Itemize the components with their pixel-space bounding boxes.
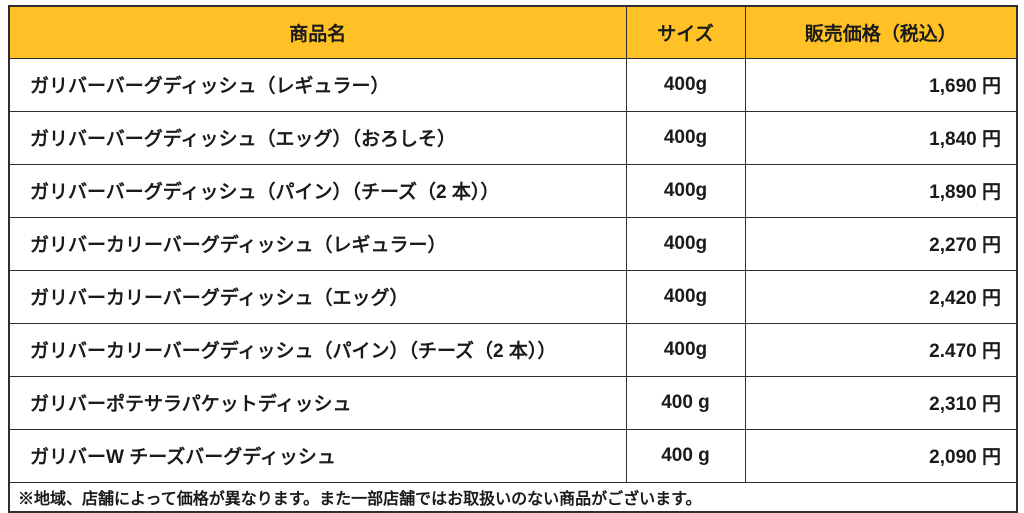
table-row: ガリバーバーグディッシュ（パイン）（チーズ（2 本）） 400g 1,890 円	[8, 163, 1018, 218]
table-row: ガリバーポテサラパケットディッシュ 400 g 2,310 円	[8, 375, 1018, 430]
size-cell: 400g	[625, 57, 746, 112]
product-name-cell: ガリバーカリーバーグディッシュ（レギュラー）	[8, 216, 627, 271]
product-name-cell: ガリバーバーグディッシュ（エッグ）（おろしそ）	[8, 110, 627, 165]
product-name-cell: ガリバーポテサラパケットディッシュ	[8, 375, 627, 430]
price-cell: 1,840 円	[744, 110, 1018, 165]
product-name-cell: ガリバーバーグディッシュ（レギュラー）	[8, 57, 627, 112]
product-name-cell: ガリバーW チーズバーグディッシュ	[8, 428, 627, 483]
size-cell: 400g	[625, 110, 746, 165]
table-row: ガリバーバーグディッシュ（エッグ）（おろしそ） 400g 1,840 円	[8, 110, 1018, 165]
product-rows: ガリバーバーグディッシュ（レギュラー） 400g 1,690 円ガリバーバーグディッ…	[8, 57, 1018, 483]
price-table: 商品名 サイズ 販売価格（税込） ガリバーバーグディッシュ（レギュラー） 400g…	[8, 5, 1018, 513]
table-row: ガリバーカリーバーグディッシュ（レギュラー） 400g 2,270 円	[8, 216, 1018, 271]
size-cell: 400 g	[625, 375, 746, 430]
footnote-text: ※地域、店舗によって価格が異なります。また一部店舗ではお取扱いのない商品がござい…	[8, 481, 1018, 512]
size-cell: 400g	[625, 216, 746, 271]
product-name-cell: ガリバーカリーバーグディッシュ（エッグ）	[8, 269, 627, 324]
table-row: ガリバーカリーバーグディッシュ（パイン）（チーズ（2 本）） 400g 2.470 …	[8, 322, 1018, 377]
size-cell: 400 g	[625, 428, 746, 483]
size-cell: 400g	[625, 322, 746, 377]
footnote-row: ※地域、店舗によって価格が異なります。また一部店舗ではお取扱いのない商品がござい…	[8, 481, 1018, 512]
header-size: サイズ	[625, 5, 746, 59]
header-product-name: 商品名	[8, 5, 627, 59]
price-cell: 1,890 円	[744, 163, 1018, 218]
table-row: ガリバーバーグディッシュ（レギュラー） 400g 1,690 円	[8, 57, 1018, 112]
product-name-cell: ガリバーバーグディッシュ（パイン）（チーズ（2 本））	[8, 163, 627, 218]
table-header-row: 商品名 サイズ 販売価格（税込）	[8, 5, 1018, 59]
table-row: ガリバーカリーバーグディッシュ（エッグ） 400g 2,420 円	[8, 269, 1018, 324]
price-cell: 2,090 円	[744, 428, 1018, 483]
size-cell: 400g	[625, 269, 746, 324]
table-row: ガリバーW チーズバーグディッシュ 400 g 2,090 円	[8, 428, 1018, 483]
price-cell: 2,270 円	[744, 216, 1018, 271]
price-cell: 2,420 円	[744, 269, 1018, 324]
price-cell: 2.470 円	[744, 322, 1018, 377]
size-cell: 400g	[625, 163, 746, 218]
price-cell: 1,690 円	[744, 57, 1018, 112]
product-name-cell: ガリバーカリーバーグディッシュ（パイン）（チーズ（2 本））	[8, 322, 627, 377]
price-cell: 2,310 円	[744, 375, 1018, 430]
header-price: 販売価格（税込）	[744, 5, 1018, 59]
